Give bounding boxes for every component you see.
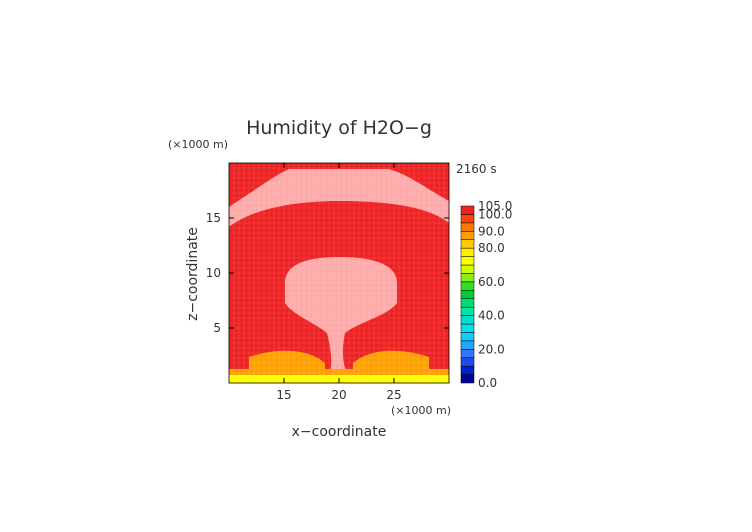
colorbar-band [460,290,475,299]
y-tick-label: 5 [213,321,221,335]
colorbar-tick-label: 60.0 [478,275,505,289]
colorbar-band [460,306,475,316]
colorbar-band [460,222,475,232]
x-axis-label: x−coordinate [292,424,387,440]
colorbar-band [460,349,475,358]
colorbar-band [460,340,475,350]
y-axis-label: z−coordinate [185,227,201,321]
colorbar-band [460,239,475,249]
colorbar-band [460,256,475,266]
y-tick-label: 15 [206,211,221,225]
colorbar-tick-label: 0.0 [478,376,497,390]
chart-title: Humidity of H2O−g [246,117,432,139]
colorbar-band [460,323,475,333]
colorbar-band [460,374,475,384]
right-surface-lobe [353,350,429,369]
colorbar-tick-label: 20.0 [478,342,505,356]
x-tick-label: 25 [386,388,401,402]
colorbar-tick-label: 105.0 [478,199,512,213]
lower-supersaturated-cloud [285,257,397,377]
colorbar-band [460,205,475,215]
grid-lines [229,163,449,383]
colorbar-band [460,247,475,257]
y-tick-label: 10 [206,266,221,280]
colorbar-band [460,298,475,308]
axes: 15 20 25 5 10 15 [206,162,450,402]
colorbar-band [460,315,475,325]
colorbar-tick-label: 100.0 [478,207,512,221]
colorbar-band [460,231,475,240]
x-unit-label: (×1000 m) [391,404,451,417]
colorbar-band [460,365,475,375]
colorbar-band [460,273,475,283]
x-tick-label: 20 [331,388,346,402]
colorbar-band [460,264,475,274]
colorbar-tick-label: 80.0 [478,241,505,255]
colorbar-tick-label: 40.0 [478,309,505,323]
colorbar-band [460,281,475,291]
colorbar-band [460,357,475,367]
y-unit-label: (×1000 m) [168,138,228,151]
time-label: 2160 s [456,162,497,176]
upper-supersaturated-band [229,169,449,227]
left-surface-lobe [249,350,325,369]
colorbar-band [460,332,475,342]
x-tick-label: 15 [276,388,291,402]
colorbar-tick-label: 90.0 [478,224,505,238]
colorbar-band [460,214,475,224]
